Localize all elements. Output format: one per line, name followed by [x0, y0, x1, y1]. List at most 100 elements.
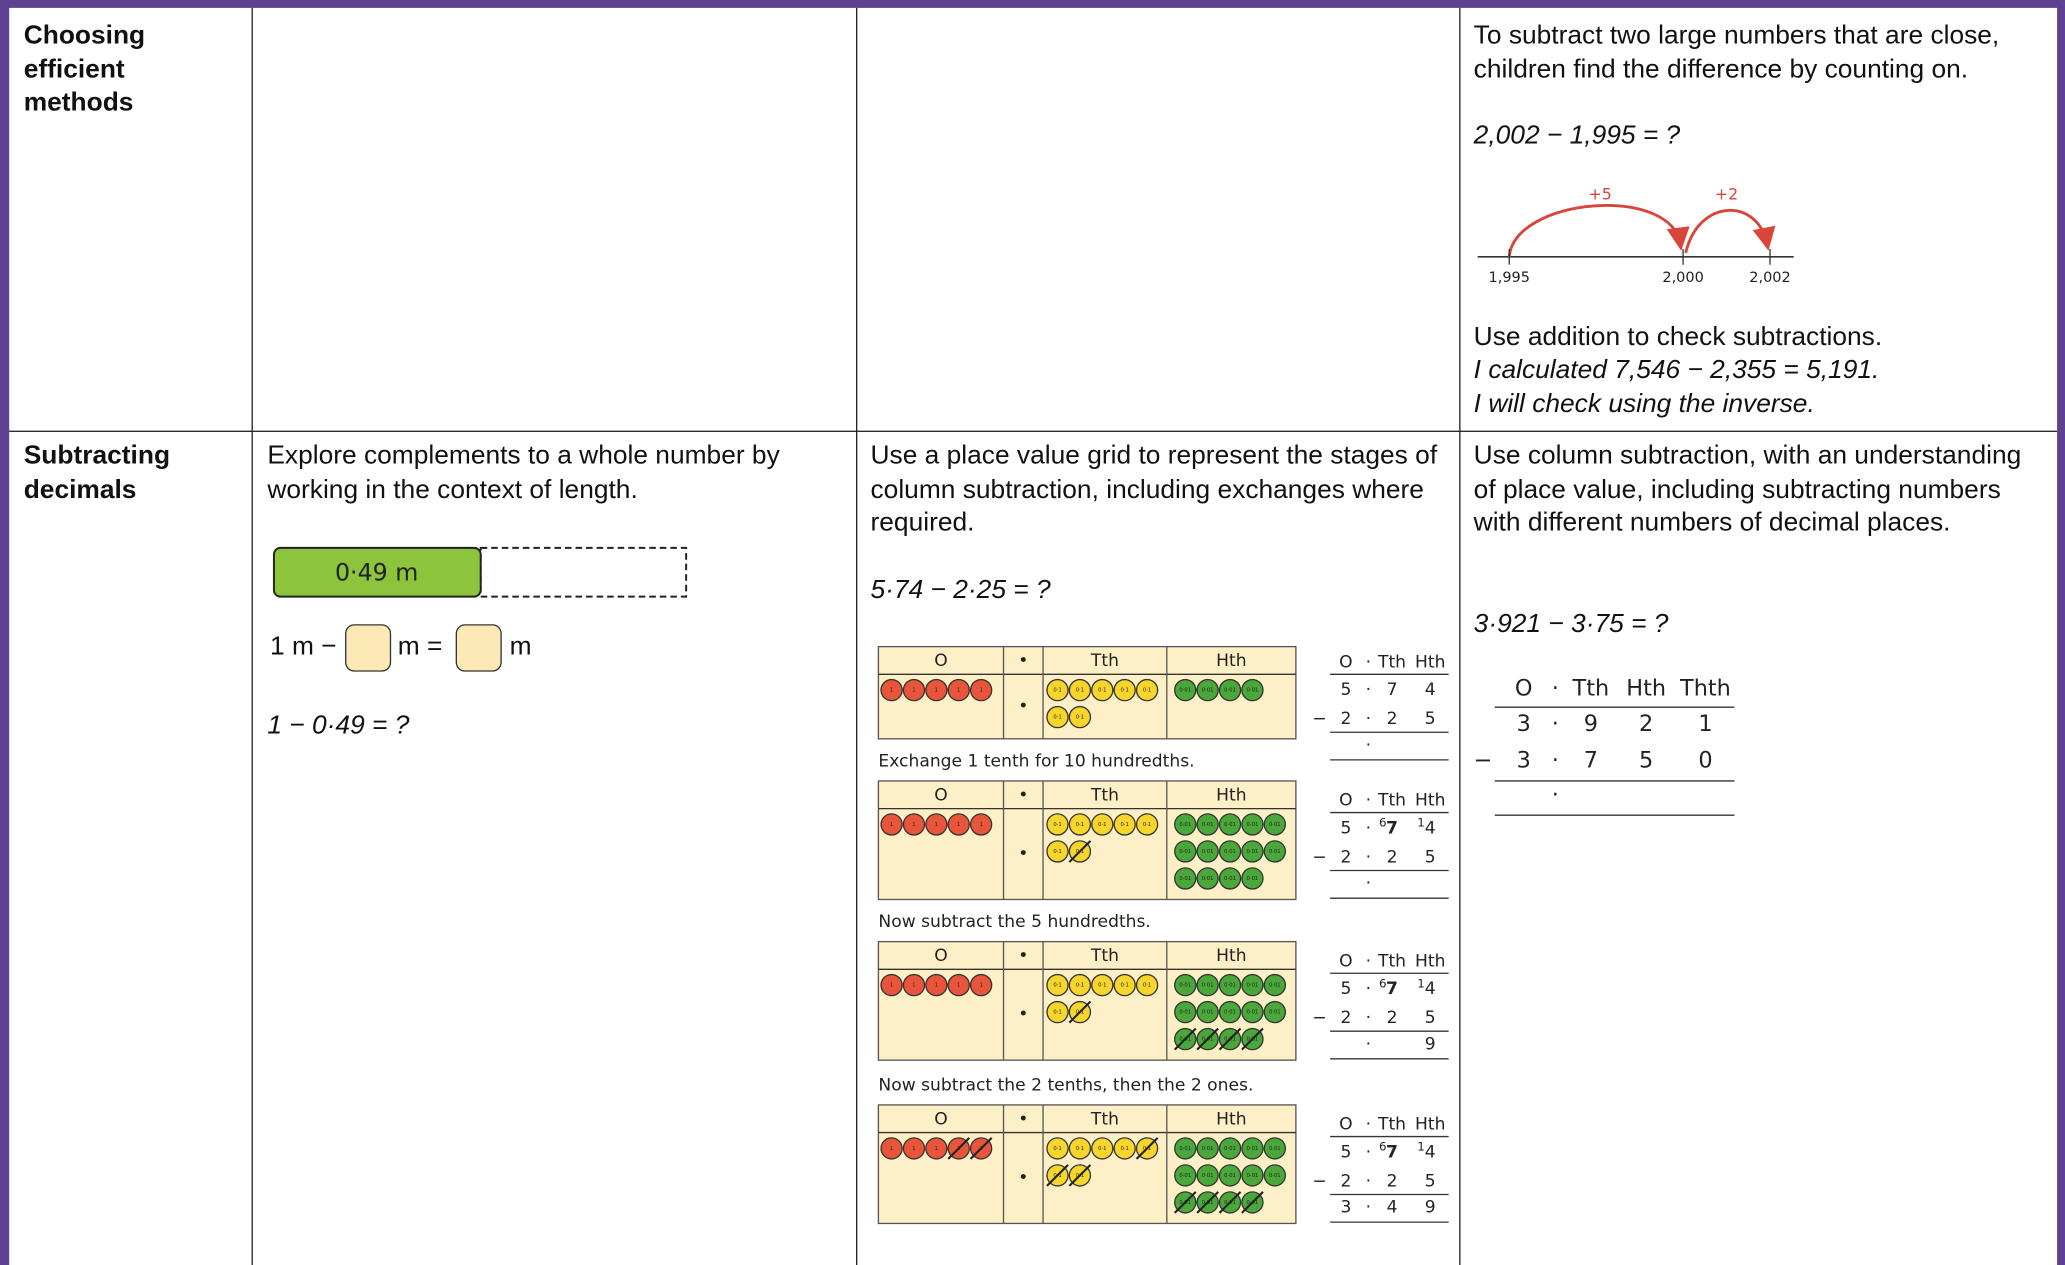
digit: 9 — [1584, 711, 1598, 737]
counter-label: 0·1 — [1121, 1146, 1129, 1152]
cross-out — [1173, 1027, 1197, 1051]
minus-sign: − — [1312, 709, 1326, 729]
exchange-digit: 6 — [1379, 976, 1387, 990]
digit: 2 — [1340, 1171, 1351, 1191]
decimal-point: • — [1018, 1168, 1028, 1188]
caption: Now subtract the 5 hundredths. — [878, 912, 1151, 933]
counter-label: 0·1 — [1053, 688, 1061, 694]
exchange-digit: 1 — [1417, 1140, 1425, 1154]
counter — [1046, 678, 1069, 702]
digit: 4 — [1425, 1142, 1436, 1162]
counter-label: 0·01 — [1247, 1173, 1259, 1179]
digit: 4 — [1425, 680, 1436, 700]
decimal-point: • — [1018, 697, 1028, 717]
method-header: Tth — [1377, 652, 1406, 672]
cross-out — [1068, 1000, 1092, 1024]
border — [0, 0, 10, 1265]
counter-label: 0·01 — [1224, 876, 1236, 882]
counter-label: 1 — [890, 983, 893, 989]
cross-out — [1218, 1191, 1242, 1214]
grid-header: Tth — [1090, 651, 1119, 671]
counter — [902, 1137, 926, 1160]
cross-out — [969, 1137, 993, 1160]
counter — [969, 678, 993, 702]
grid-header: O — [934, 946, 947, 966]
cross-out — [1218, 1027, 1242, 1051]
counter — [1046, 813, 1069, 836]
digit: 9 — [1425, 1034, 1436, 1054]
counter — [1046, 705, 1069, 729]
counter — [1263, 973, 1287, 997]
counter-label: 0·1 — [1076, 822, 1084, 828]
counter — [1046, 840, 1069, 863]
decimal-point: • — [1018, 844, 1028, 864]
grid-header: Tth — [1090, 946, 1119, 966]
counter-label: 0·1 — [1098, 822, 1106, 828]
counter — [1113, 813, 1136, 836]
digit: 2 — [1387, 847, 1398, 867]
counter — [1091, 973, 1114, 997]
digit: · — [1366, 735, 1371, 755]
caption: Exchange 1 tenth for 10 hundredths. — [878, 751, 1195, 772]
counter-label: 0·1 — [1053, 1010, 1061, 1016]
counter — [1174, 1164, 1197, 1187]
counter — [1135, 678, 1159, 702]
counter-label: 0·1 — [1143, 822, 1151, 828]
counter-label: 0·1 — [1076, 1146, 1084, 1152]
digit: 9 — [1425, 1198, 1436, 1218]
cell-border — [251, 7, 253, 1265]
equation-part: m — [509, 632, 532, 662]
counter-label: 1 — [890, 1146, 893, 1152]
digit: · — [1366, 1142, 1371, 1162]
grid-header: O — [934, 1109, 947, 1129]
grid-header: • — [1018, 785, 1028, 805]
counter — [1196, 1137, 1219, 1160]
cross-out — [1068, 840, 1092, 863]
counter — [925, 813, 948, 836]
counter-label: 0·01 — [1202, 1146, 1214, 1152]
digit: 5 — [1425, 847, 1436, 867]
counter-label: 0·01 — [1224, 849, 1236, 855]
counter-label: 1 — [957, 822, 960, 828]
bar-label: 0·49 m — [335, 559, 418, 587]
counter — [1091, 813, 1114, 836]
grid-header: Hth — [1216, 651, 1246, 671]
counter — [1241, 678, 1264, 702]
counter — [925, 678, 948, 702]
digit: 4 — [1425, 818, 1436, 838]
counter — [1174, 867, 1197, 890]
counter-label: 0·1 — [1143, 688, 1151, 694]
counter — [1113, 678, 1136, 702]
digit: 7 — [1584, 748, 1598, 774]
counter — [1196, 1000, 1219, 1024]
counter-label: 0·01 — [1247, 1146, 1259, 1152]
counter — [1068, 678, 1092, 702]
counter-label: 1 — [935, 983, 938, 989]
method-header: Tth — [1377, 1115, 1406, 1135]
counter — [880, 678, 903, 702]
counter — [947, 813, 970, 836]
counter — [1174, 813, 1197, 836]
digit: 5 — [1425, 1171, 1436, 1191]
counter-label: 0·01 — [1202, 688, 1214, 694]
digit: 4 — [1387, 1198, 1398, 1218]
decimal-point: • — [1018, 1005, 1028, 1025]
counter — [1263, 1000, 1287, 1024]
counter — [1068, 813, 1092, 836]
counter — [1068, 1137, 1092, 1160]
counter-label: 1 — [935, 822, 938, 828]
method-header: Hth — [1415, 951, 1445, 971]
counter — [1113, 973, 1136, 997]
counter — [925, 973, 948, 997]
counter-label: 0·01 — [1247, 849, 1259, 855]
counter-label: 0·1 — [1053, 715, 1061, 721]
method-header: · — [1366, 1115, 1371, 1135]
method-header: Thth — [1679, 675, 1731, 701]
counter-label: 1 — [979, 822, 982, 828]
counter — [1241, 1164, 1264, 1187]
digit: 4 — [1425, 979, 1436, 999]
cross-out — [1241, 1027, 1264, 1051]
counter-label: 0·01 — [1247, 688, 1259, 694]
counter-label: 0·01 — [1224, 983, 1236, 989]
digit: 5 — [1425, 709, 1436, 729]
